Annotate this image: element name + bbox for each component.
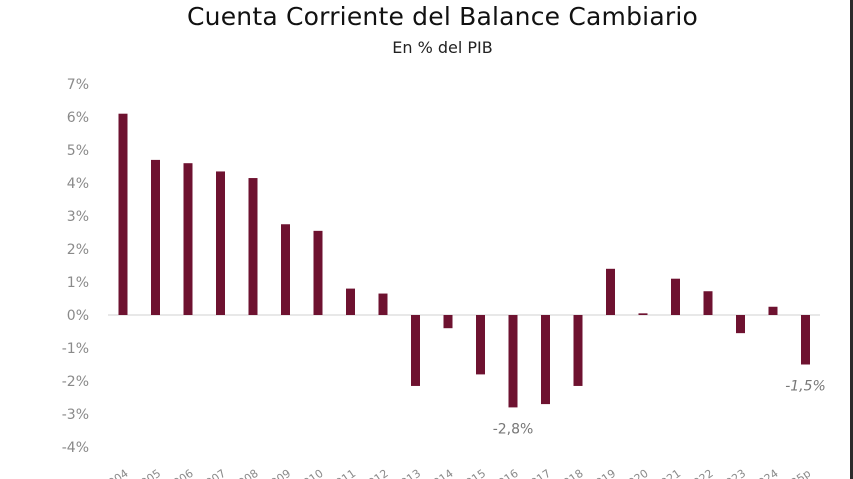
y-tick-label: 7% (67, 77, 89, 93)
y-tick-label: 0% (67, 308, 89, 324)
bar-2022 (703, 291, 713, 315)
y-tick-label: -2% (62, 374, 89, 390)
bar-2007 (216, 171, 225, 315)
bar-2025p (801, 315, 810, 365)
bar-2010 (313, 230, 323, 315)
x-tick-label: 2016 (490, 467, 520, 479)
x-tick-label: 2008 (230, 467, 260, 479)
x-tick-label: 2004 (100, 467, 130, 479)
x-tick-label: 2017 (523, 467, 553, 479)
bar-2015 (476, 315, 485, 375)
x-tick-label: 2010 (295, 467, 325, 479)
x-tick-label: 2020 (620, 467, 650, 479)
x-tick-label: 2013 (393, 467, 423, 479)
y-tick-label: 3% (67, 209, 89, 225)
bar-2004 (118, 113, 128, 315)
x-tick-label: 2009 (263, 467, 293, 479)
bar-2018 (573, 315, 583, 386)
bar-2008 (248, 178, 258, 315)
bar-2012 (378, 293, 388, 315)
y-tick-label: -4% (62, 440, 89, 456)
y-tick-label: 4% (67, 176, 89, 192)
bar-2013 (411, 315, 420, 386)
y-tick-label: -1% (62, 341, 89, 357)
bar-2019 (606, 268, 615, 315)
x-tick-label: 2015 (458, 467, 488, 479)
x-tick-label: 2023 (718, 467, 748, 479)
bar-2011 (346, 288, 355, 315)
bar-2016 (508, 315, 518, 408)
bar-2006 (183, 163, 193, 315)
x-tick-label: 2019 (588, 467, 618, 479)
bar-2020 (638, 313, 648, 315)
bar-2005 (151, 159, 160, 315)
x-tick-label: 2012 (360, 467, 390, 479)
data-label-2025p: -1,5% (785, 379, 826, 395)
chart-title: Cuenta Corriente del Balance Cambiario (187, 2, 698, 31)
x-tick-label: 2014 (425, 467, 455, 479)
bar-2009 (281, 224, 290, 315)
x-tick-label: 2018 (555, 467, 585, 479)
y-tick-label: 6% (67, 110, 89, 126)
y-tick-label: 1% (67, 275, 89, 291)
bar-2021 (671, 278, 680, 315)
x-tick-label: 2007 (198, 467, 228, 479)
x-tick-label: 2025p (777, 467, 813, 479)
x-tick-label: 2006 (165, 467, 195, 479)
bar-2017 (541, 315, 550, 405)
window-edge (850, 0, 853, 479)
data-label-2016: -2,8% (493, 421, 534, 437)
bar-2024 (768, 306, 778, 315)
x-tick-label: 2024 (750, 467, 780, 479)
chart-subtitle: En % del PIB (392, 38, 493, 57)
bar-2014 (443, 315, 453, 329)
x-tick-label: 2011 (328, 467, 358, 479)
bar-2023 (736, 315, 745, 334)
x-tick-label: 2005 (133, 467, 163, 479)
y-tick-label: -3% (62, 407, 89, 423)
x-tick-label: 2021 (653, 467, 683, 479)
y-tick-label: 5% (67, 143, 89, 159)
y-tick-label: 2% (67, 242, 89, 258)
x-tick-label: 2022 (685, 467, 715, 479)
